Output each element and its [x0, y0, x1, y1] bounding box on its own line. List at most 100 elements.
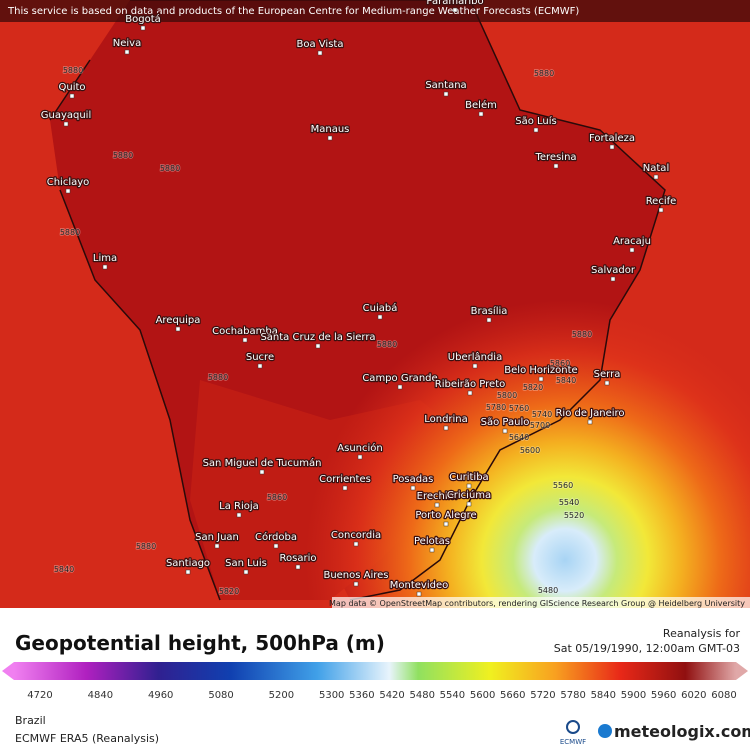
- city-dot: [553, 163, 559, 169]
- cold-low: [0, 0, 750, 608]
- legend-tick: 5840: [591, 690, 616, 701]
- city-dot: [610, 276, 616, 282]
- city-dot: [353, 541, 359, 547]
- city-dot: [214, 543, 220, 549]
- city-dot: [102, 264, 108, 270]
- city-label: La Rioja: [219, 501, 259, 512]
- contour-label: 5800: [497, 391, 517, 400]
- legend-tick: 5900: [621, 690, 646, 701]
- contour-label: 5560: [553, 481, 573, 490]
- city-dot: [587, 419, 593, 425]
- city-label: Asunción: [337, 442, 382, 454]
- contour-label: 5880: [572, 330, 592, 339]
- city-label: Santana: [425, 80, 466, 91]
- contour-label: 5880: [113, 151, 133, 160]
- city-label: Rosario: [280, 553, 317, 564]
- brand-icon: [598, 724, 612, 738]
- city-dot: [658, 207, 664, 213]
- city-label: Fortaleza: [589, 133, 635, 144]
- legend-tick: 5600: [470, 690, 495, 701]
- contour-label: 5880: [208, 373, 228, 382]
- legend-tick: 5720: [530, 690, 555, 701]
- reanalysis: Reanalysis for: [663, 627, 741, 640]
- city-label: Pelotas: [414, 536, 450, 547]
- city-label: Buenos Aires: [323, 570, 388, 581]
- city-dot: [604, 380, 610, 386]
- city-dot: [259, 469, 265, 475]
- city-label: Lima: [93, 253, 117, 264]
- contour-label: 5760: [509, 404, 529, 413]
- city-dot: [327, 135, 333, 141]
- city-dot: [257, 363, 263, 369]
- contour-label: 5520: [564, 511, 584, 520]
- legend-tick: 4720: [27, 690, 52, 701]
- city-dot: [486, 317, 492, 323]
- legend-tick: 5200: [269, 690, 294, 701]
- city-dot: [443, 91, 449, 97]
- city-dot: [377, 314, 383, 320]
- city-dot: [653, 174, 659, 180]
- region: Brazil: [15, 714, 46, 727]
- city-label: São Paulo: [481, 417, 530, 428]
- city-label: Salvador: [591, 265, 636, 276]
- contour-label: 5840: [556, 376, 576, 385]
- contour-label: 5880: [60, 228, 80, 237]
- contour-label: 5820: [523, 383, 543, 392]
- city-label: Uberlândia: [448, 351, 502, 363]
- contour-label: 5480: [538, 586, 558, 595]
- city-label: Brasília: [471, 305, 508, 317]
- city-dot: [357, 454, 363, 460]
- city-dot: [416, 591, 422, 597]
- contour-label: 5600: [520, 446, 540, 455]
- city-dot: [472, 363, 478, 369]
- city-label: Criciúma: [447, 489, 491, 501]
- city-label: Natal: [643, 163, 669, 174]
- header-bar: [0, 0, 750, 22]
- city-label: Santiago: [166, 558, 210, 569]
- legend-tick: 5300: [319, 690, 344, 701]
- city-dot: [410, 485, 416, 491]
- city-dot: [353, 581, 359, 587]
- coastline: [49, 0, 666, 601]
- city-dot: [443, 521, 449, 527]
- contour-label: 5880: [534, 69, 554, 78]
- city-dot: [629, 247, 635, 253]
- city-dot: [185, 569, 191, 575]
- city-label: Corrientes: [319, 474, 371, 485]
- city-dot: [467, 390, 473, 396]
- city-label: Manaus: [311, 124, 350, 135]
- city-label: Erechim: [417, 491, 458, 502]
- legend-tick: 6020: [681, 690, 706, 701]
- city-label: Campo Grande: [362, 373, 437, 384]
- city-label: Concordia: [331, 530, 381, 541]
- city-dot: [443, 425, 449, 431]
- city-label: Cochabamba: [212, 326, 278, 337]
- city-dot: [69, 93, 75, 99]
- date: Sat 05/19/1990, 12:00am GMT-03: [554, 642, 740, 655]
- city-label: Porto Alegre: [415, 510, 476, 521]
- city-dot: [236, 512, 242, 518]
- city-label: San Miguel de Tucumán: [203, 457, 322, 469]
- ecmwf-icon: [566, 720, 580, 734]
- city-label: Sucre: [246, 352, 274, 363]
- city-dot: [533, 127, 539, 133]
- city-label: Serra: [594, 369, 621, 380]
- city-label: Londrina: [424, 414, 468, 425]
- legend-title: Geopotential height, 500hPa (m): [15, 631, 385, 655]
- city-label: Ribeirão Preto: [435, 379, 505, 390]
- city-dot: [502, 428, 508, 434]
- contour-label: 5880: [377, 340, 397, 349]
- legend-tick: 6080: [711, 690, 736, 701]
- ecmwf-logo: ECMWF: [560, 738, 586, 746]
- city-label: Boa Vista: [297, 39, 344, 50]
- city-label: Belo Horizonte: [504, 365, 577, 376]
- city-label: Teresina: [534, 152, 576, 163]
- contour-label: 5740: [532, 410, 552, 419]
- legend-tick: 4840: [88, 690, 113, 701]
- contour-label: 5880: [136, 542, 156, 551]
- city-label: Quito: [58, 82, 85, 93]
- city-label: Paramaribo: [426, 0, 483, 7]
- model: ECMWF ERA5 (Reanalysis): [15, 732, 159, 745]
